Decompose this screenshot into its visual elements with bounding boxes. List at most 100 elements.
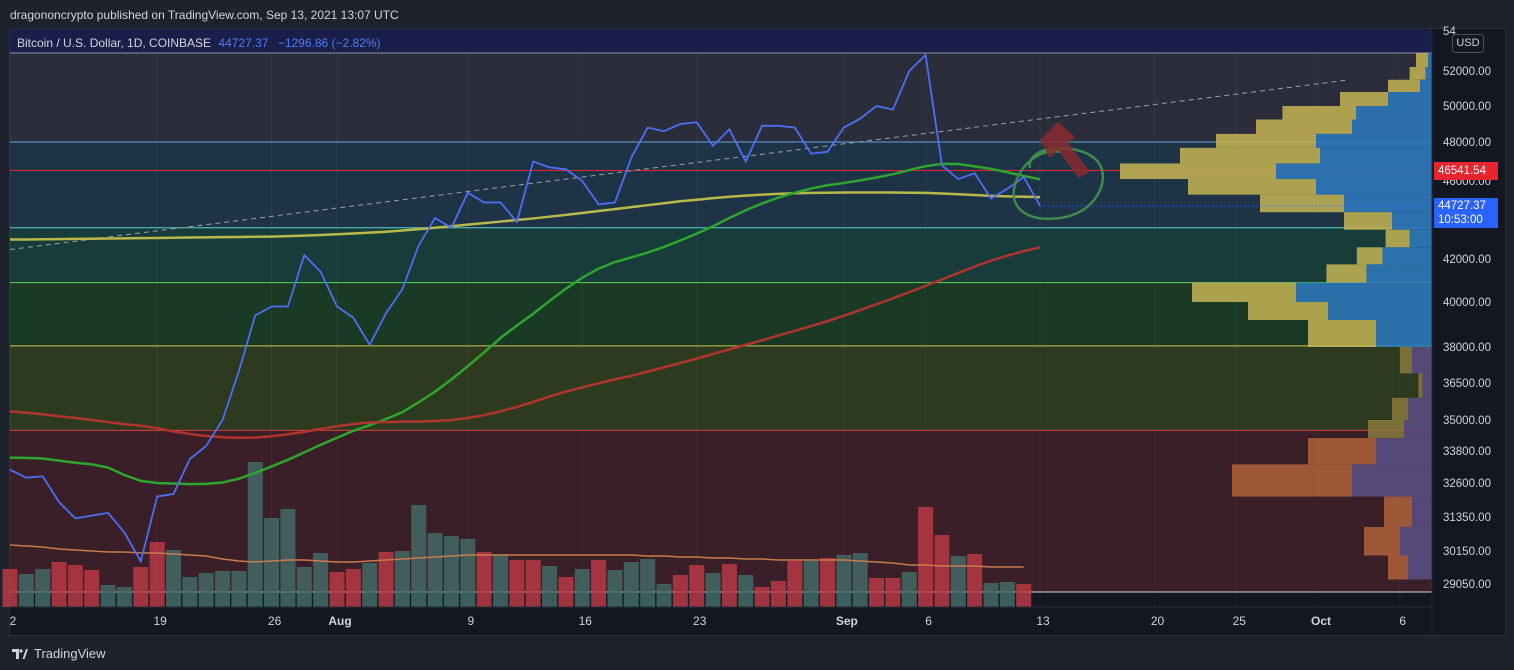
volume-bar xyxy=(84,570,100,607)
volume-bar xyxy=(901,572,917,607)
volume-bar xyxy=(983,583,999,607)
volume-profile-bar-a xyxy=(1384,496,1412,527)
volume-bar xyxy=(345,569,361,607)
volume-profile-bar-b xyxy=(1422,373,1432,398)
price-axis-label: 42000.00 xyxy=(1443,254,1491,266)
tradingview-logo[interactable]: TradingView xyxy=(12,646,106,661)
price-axis-label: 29050.00 xyxy=(1443,579,1491,591)
volume-bar xyxy=(394,551,410,607)
volume-bar xyxy=(280,509,296,607)
volume-bar xyxy=(116,587,132,607)
volume-bar xyxy=(133,567,149,607)
volume-bar xyxy=(787,561,803,607)
volume-bar xyxy=(182,577,198,607)
volume-profile-bar-a xyxy=(1326,264,1367,283)
price-axis[interactable] xyxy=(1432,29,1504,634)
volume-profile-bar-b xyxy=(1412,347,1432,374)
publisher-caption: dragononcrypto published on TradingView.… xyxy=(10,8,399,22)
zone-band xyxy=(10,53,1432,142)
volume-bar xyxy=(836,555,852,607)
ma-price-tag: 46541.54 xyxy=(1434,162,1498,180)
volume-bar xyxy=(574,569,590,607)
symbol-legend[interactable]: Bitcoin / U.S. Dollar, 1D, COINBASE 4472… xyxy=(17,36,381,50)
volume-bar xyxy=(770,581,786,607)
volume-bar xyxy=(869,578,885,607)
price-axis-label: 33800.00 xyxy=(1443,446,1491,458)
volume-bar xyxy=(313,553,329,607)
volume-profile-bar-a xyxy=(1340,92,1388,106)
price-axis-label: 48000.00 xyxy=(1443,137,1491,149)
bar-countdown: 10:53:00 xyxy=(1438,214,1483,226)
volume-profile-bar-a xyxy=(1385,229,1410,248)
annotation-circle[interactable] xyxy=(1012,147,1105,220)
volume-bar xyxy=(296,567,312,607)
volume-profile-bar-b xyxy=(1316,179,1432,195)
volume-profile-bar-a xyxy=(1388,79,1420,92)
volume-bar xyxy=(738,575,754,607)
ma-red-line[interactable] xyxy=(9,246,1041,440)
volume-bar xyxy=(509,560,525,607)
volume-profile-bar-a xyxy=(1188,179,1316,195)
volume-profile-bar-a xyxy=(1368,420,1404,439)
ma-green-line[interactable] xyxy=(9,162,1041,486)
time-axis-label: Oct xyxy=(1311,614,1331,628)
volume-profile-bar-b xyxy=(1408,397,1432,420)
price-axis-label: 36500.00 xyxy=(1443,378,1491,390)
annotation-arrow[interactable] xyxy=(1040,122,1090,178)
volume-profile-bar-b xyxy=(1376,438,1432,465)
symbol-change: −1296.86 (−2.82%) xyxy=(277,36,381,50)
volume-profile-bar-a xyxy=(1180,147,1320,164)
ma-olive-line[interactable] xyxy=(10,191,1041,241)
volume-ma-line xyxy=(9,544,1024,568)
volume-bar xyxy=(705,573,721,607)
tradingview-wordmark: TradingView xyxy=(34,646,106,661)
volume-profile-bar-b xyxy=(1366,264,1432,283)
volume-bar xyxy=(493,554,508,607)
currency-button[interactable]: USD xyxy=(1452,34,1484,53)
volume-profile-bar-a xyxy=(1192,282,1296,302)
volume-bar xyxy=(558,577,574,607)
volume-bar xyxy=(754,587,770,607)
volume-bar xyxy=(999,582,1015,607)
volume-bar xyxy=(803,561,819,607)
volume-profile-bar-b xyxy=(1425,67,1432,80)
volume-profile-bar-a xyxy=(1416,53,1428,67)
time-axis-label: 20 xyxy=(1151,614,1165,628)
volume-profile-bar-b xyxy=(1356,106,1432,120)
volume-profile-bar-a xyxy=(1400,347,1412,374)
volume-profile-bar-b xyxy=(1344,194,1432,213)
volume-bar xyxy=(656,584,672,607)
zone-band xyxy=(10,345,1432,431)
volume-bar xyxy=(591,560,607,607)
volume-bar xyxy=(427,533,443,607)
volume-bar xyxy=(672,575,688,607)
price-axis-label: 38000.00 xyxy=(1443,342,1491,354)
volume-bar xyxy=(525,560,541,607)
volume-bar xyxy=(166,550,181,607)
volume-profile-bar-b xyxy=(1382,247,1432,265)
volume-profile-bar-b xyxy=(1320,147,1432,164)
price-axis-label: 50000.00 xyxy=(1443,101,1491,113)
volume-bar xyxy=(623,562,639,607)
volume-profile-bar-b xyxy=(1412,496,1432,527)
volume-profile-bar-a xyxy=(1120,163,1276,180)
price-axis-label: 40000.00 xyxy=(1443,297,1491,309)
time-axis-label: 26 xyxy=(268,614,282,628)
volume-profile-bar-b xyxy=(1400,526,1432,556)
volume-profile-bar-a xyxy=(1364,526,1400,556)
price-axis-label: 52000.00 xyxy=(1443,66,1491,78)
volume-profile-bar-a xyxy=(1344,212,1392,230)
last-price-value: 44727.37 xyxy=(1438,200,1486,212)
volume-profile-bar-b xyxy=(1404,420,1432,439)
volume-bar xyxy=(689,565,705,607)
volume-profile-bar-a xyxy=(1282,106,1356,120)
price-line[interactable] xyxy=(9,53,1041,564)
volume-profile-bar-b xyxy=(1316,133,1432,148)
volume-bar xyxy=(411,505,427,607)
time-axis-label: Sep xyxy=(836,614,858,628)
volume-bar xyxy=(476,552,492,607)
volume-bar xyxy=(231,571,247,607)
time-axis-label: 23 xyxy=(693,614,707,628)
volume-bar xyxy=(149,542,165,607)
